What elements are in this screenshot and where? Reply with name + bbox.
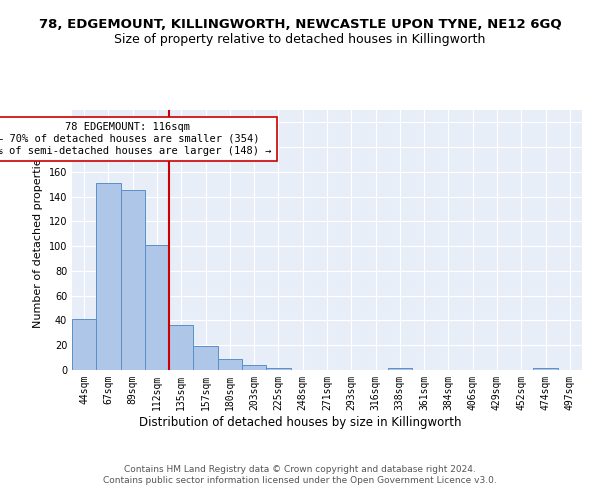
Bar: [96, 183, 121, 370]
Text: Distribution of detached houses by size in Killingworth: Distribution of detached houses by size …: [139, 416, 461, 429]
Bar: [266, 368, 290, 370]
Bar: [533, 368, 558, 370]
Bar: [388, 368, 412, 370]
Y-axis label: Number of detached properties: Number of detached properties: [33, 152, 43, 328]
Bar: [121, 190, 145, 370]
Text: 78 EDGEMOUNT: 116sqm
← 70% of detached houses are smaller (354)
29% of semi-deta: 78 EDGEMOUNT: 116sqm ← 70% of detached h…: [0, 122, 272, 156]
Bar: [193, 346, 218, 370]
Bar: [145, 245, 169, 370]
Bar: [169, 326, 193, 370]
Text: Contains HM Land Registry data © Crown copyright and database right 2024.
Contai: Contains HM Land Registry data © Crown c…: [103, 466, 497, 484]
Text: 78, EDGEMOUNT, KILLINGWORTH, NEWCASTLE UPON TYNE, NE12 6GQ: 78, EDGEMOUNT, KILLINGWORTH, NEWCASTLE U…: [38, 18, 562, 30]
Bar: [242, 365, 266, 370]
Bar: [72, 319, 96, 370]
Bar: [218, 359, 242, 370]
Text: Size of property relative to detached houses in Killingworth: Size of property relative to detached ho…: [115, 32, 485, 46]
